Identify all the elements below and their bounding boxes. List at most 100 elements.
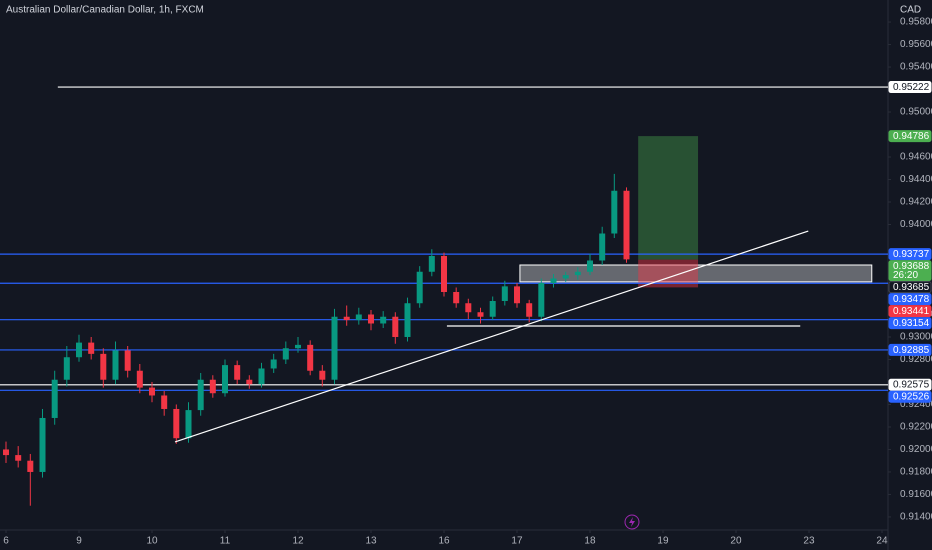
price-tag-label: 0.94786 bbox=[893, 131, 930, 142]
candle-body bbox=[63, 357, 70, 380]
currency-label: CAD bbox=[900, 5, 921, 16]
candle-body bbox=[355, 314, 362, 321]
candle-body bbox=[368, 314, 375, 324]
candle-body bbox=[562, 275, 569, 279]
candle-body bbox=[246, 379, 253, 385]
price-tag bbox=[888, 343, 932, 356]
candle-body bbox=[270, 359, 277, 369]
candle-body bbox=[526, 303, 533, 317]
candle-body bbox=[501, 286, 508, 301]
candle-body bbox=[197, 379, 204, 411]
x-tick-label: 23 bbox=[803, 536, 815, 547]
price-tag bbox=[888, 248, 932, 261]
candle-body bbox=[51, 379, 58, 418]
candle-body bbox=[149, 387, 156, 396]
x-tick-label: 13 bbox=[365, 536, 377, 547]
candle-body bbox=[222, 365, 229, 394]
price-tag bbox=[888, 293, 932, 306]
candle-body bbox=[538, 282, 545, 317]
x-tick-label: 18 bbox=[584, 536, 596, 547]
candle-body bbox=[295, 344, 302, 349]
candle-body bbox=[124, 350, 131, 371]
price-tag-label: 0.93737 bbox=[893, 249, 930, 260]
x-tick-label: 17 bbox=[511, 536, 523, 547]
candle-body bbox=[15, 455, 22, 461]
x-tick-label: 10 bbox=[146, 536, 158, 547]
candle-body bbox=[623, 190, 630, 260]
candle-body bbox=[3, 449, 10, 456]
price-tag bbox=[888, 130, 932, 143]
price-tag bbox=[888, 378, 932, 391]
candle-body bbox=[404, 303, 411, 337]
candle-body bbox=[428, 256, 435, 272]
trendline bbox=[174, 230, 809, 443]
candle-body bbox=[209, 379, 216, 394]
candle-body bbox=[513, 286, 520, 304]
price-tag-label: 0.93154 bbox=[893, 318, 930, 329]
candle-body bbox=[441, 256, 447, 292]
chart-title: Australian Dollar/Canadian Dollar, 1h, F… bbox=[6, 5, 204, 16]
x-tick-label: 24 bbox=[876, 536, 888, 547]
price-tag-label: 0.93478 bbox=[893, 294, 930, 305]
candle-body bbox=[453, 291, 460, 304]
candle-body bbox=[611, 190, 618, 234]
candle-body bbox=[477, 312, 484, 317]
candle-body bbox=[586, 260, 593, 272]
candle-body bbox=[343, 316, 350, 321]
x-tick-label: 9 bbox=[76, 536, 82, 547]
x-tick-label: 19 bbox=[657, 536, 669, 547]
candle-body bbox=[161, 395, 168, 409]
x-tick-label: 20 bbox=[730, 536, 742, 547]
candle-body bbox=[100, 353, 107, 380]
candle-body bbox=[465, 303, 472, 313]
candle-body bbox=[331, 316, 338, 380]
candle-body bbox=[136, 370, 143, 388]
candle-body bbox=[574, 271, 581, 276]
candle-body bbox=[39, 417, 46, 472]
event-icon[interactable] bbox=[624, 514, 640, 530]
candle-body bbox=[258, 368, 265, 385]
candle-body bbox=[489, 300, 496, 317]
x-tick-label: 11 bbox=[220, 536, 231, 547]
candle-body bbox=[185, 410, 192, 439]
position-target bbox=[638, 136, 699, 260]
price-tag-label: 0.92526 bbox=[893, 392, 930, 403]
candle-body bbox=[27, 460, 34, 472]
price-tag-label: 0.92575 bbox=[893, 380, 930, 391]
candle-body bbox=[550, 278, 557, 283]
candle-body bbox=[282, 348, 289, 360]
candle-body bbox=[234, 365, 241, 380]
price-tag bbox=[888, 281, 932, 294]
price-tag-label: 0.93685 bbox=[893, 282, 930, 293]
price-tag-label: 0.93688 bbox=[893, 261, 930, 272]
price-tag bbox=[888, 317, 932, 330]
candle-body bbox=[112, 350, 119, 380]
price-tag bbox=[888, 260, 932, 282]
price-tag bbox=[888, 305, 932, 318]
price-tag-countdown: 26:20 bbox=[893, 270, 918, 281]
candle-body bbox=[76, 342, 83, 358]
x-tick-label: 16 bbox=[438, 536, 450, 547]
zone bbox=[519, 264, 873, 283]
price-tag-label: 0.95222 bbox=[893, 82, 930, 93]
candle-body bbox=[307, 344, 314, 371]
candle-body bbox=[173, 408, 180, 439]
candle-body bbox=[88, 342, 95, 354]
price-tag-label: 0.92885 bbox=[893, 345, 930, 356]
price-tag bbox=[888, 390, 932, 403]
price-tag bbox=[888, 81, 932, 94]
